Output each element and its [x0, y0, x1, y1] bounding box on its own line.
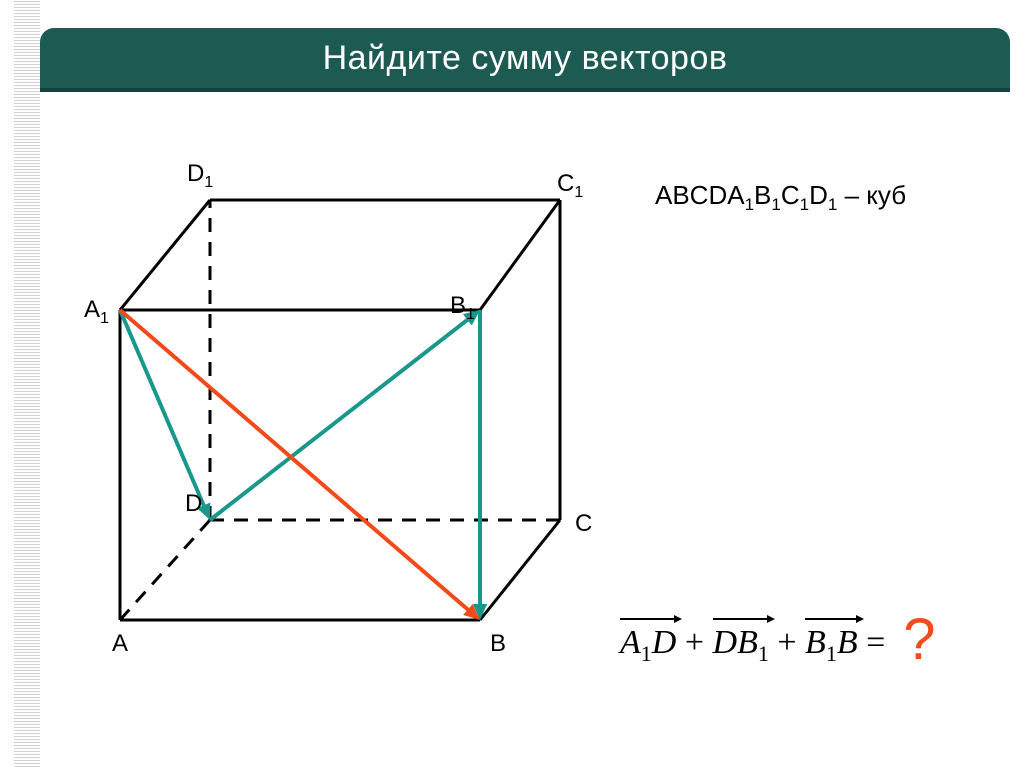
decoration-stripe	[14, 0, 40, 767]
vertex-label-C: C	[575, 510, 592, 538]
question-mark: ?	[903, 607, 935, 672]
cube-statement: ABCDA1B1C1D1 – куб	[655, 180, 906, 215]
slide: Найдите сумму векторов A B C D A1 B1 C1 D1 ABCD…	[0, 0, 1024, 767]
formula: A1D + DB1 + B1B =?	[620, 600, 936, 667]
content-area: A B C D A1 B1 C1 D1 ABCDA1B1C1D1 – куб A1D + DB…	[50, 110, 1010, 750]
title-bar: Найдите сумму векторов	[40, 28, 1010, 88]
vertex-label-A: A	[112, 630, 128, 658]
vertex-label-D: D	[185, 490, 202, 518]
vertex-label-B: B	[490, 630, 506, 658]
vertex-label-A1: A1	[84, 296, 109, 328]
vertex-label-B1: B1	[450, 292, 475, 324]
title-underline	[40, 88, 1010, 92]
vertex-label-D1: D1	[187, 160, 213, 192]
title-text: Найдите сумму векторов	[323, 39, 728, 78]
cube-diagram	[60, 120, 600, 660]
vertex-label-C1: C1	[557, 170, 583, 202]
